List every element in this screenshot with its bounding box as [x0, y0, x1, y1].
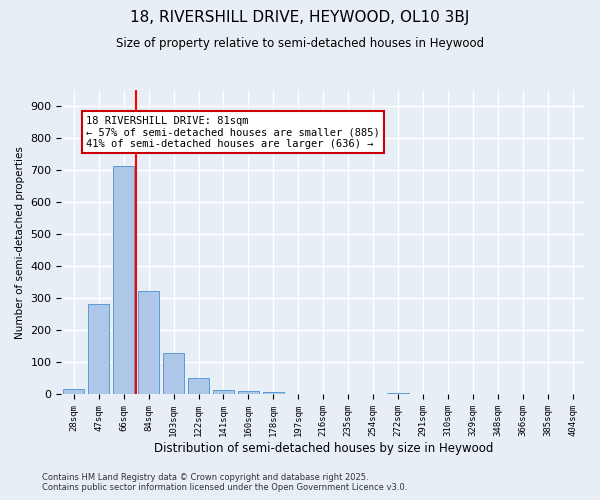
Bar	[113, 166, 134, 394]
Bar	[88, 304, 109, 394]
Text: 18 RIVERSHILL DRIVE: 81sqm
← 57% of semi-detached houses are smaller (885)
41% o: 18 RIVERSHILL DRIVE: 81sqm ← 57% of semi…	[86, 116, 380, 149]
Text: 18, RIVERSHILL DRIVE, HEYWOOD, OL10 3BJ: 18, RIVERSHILL DRIVE, HEYWOOD, OL10 3BJ	[130, 10, 470, 25]
Bar	[213, 390, 234, 394]
Text: Size of property relative to semi-detached houses in Heywood: Size of property relative to semi-detach…	[116, 38, 484, 51]
Bar	[138, 292, 159, 395]
Bar	[238, 392, 259, 394]
Bar	[388, 393, 409, 394]
Bar	[188, 378, 209, 394]
Bar	[263, 392, 284, 394]
X-axis label: Distribution of semi-detached houses by size in Heywood: Distribution of semi-detached houses by …	[154, 442, 493, 455]
Y-axis label: Number of semi-detached properties: Number of semi-detached properties	[15, 146, 25, 338]
Bar	[163, 354, 184, 395]
Text: Contains HM Land Registry data © Crown copyright and database right 2025.
Contai: Contains HM Land Registry data © Crown c…	[42, 473, 407, 492]
Bar	[63, 388, 85, 394]
